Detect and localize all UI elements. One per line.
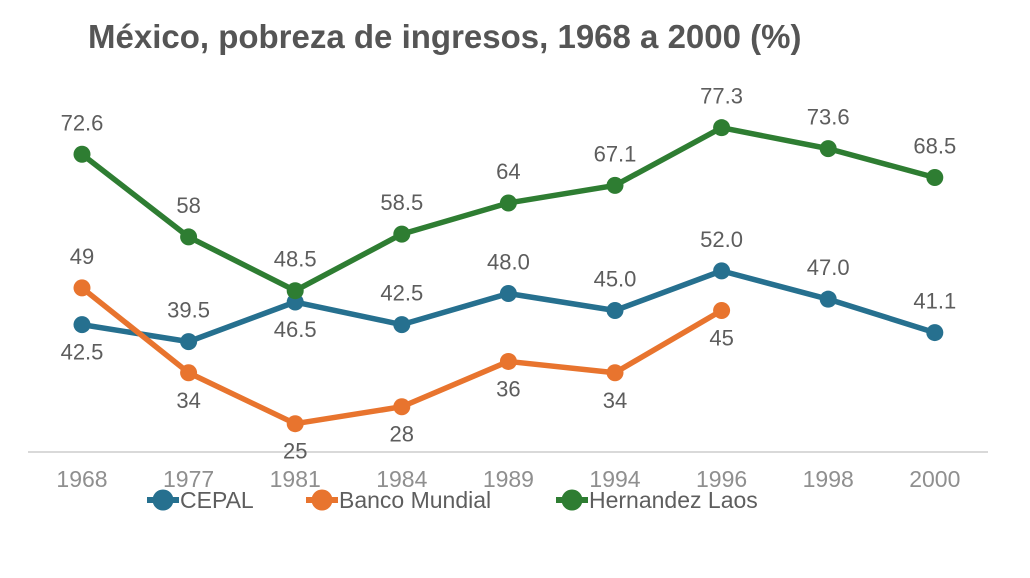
legend-item-banco-mundial[interactable]: Banco Mundial <box>306 487 491 513</box>
data-point-cepal-1977 <box>180 333 198 351</box>
legend-item-label: CEPAL <box>180 487 254 513</box>
data-point-hernandez-laos-2000 <box>926 168 944 186</box>
data-point-hernandez-laos-1994 <box>606 176 624 194</box>
x-tick-label-1998: 1998 <box>803 466 854 492</box>
legend-marker-icon <box>311 489 333 511</box>
data-label-cepal-2000: 41.1 <box>913 289 956 314</box>
x-tick-label-1981: 1981 <box>270 466 321 492</box>
x-tick-label-1984: 1984 <box>376 466 427 492</box>
legend-marker-icon <box>561 489 583 511</box>
data-point-banco-mundial-1984 <box>393 398 411 416</box>
x-tick-label-1977: 1977 <box>163 466 214 492</box>
legend-item-label: Hernandez Laos <box>589 487 758 513</box>
data-point-cepal-1994 <box>606 302 624 319</box>
data-label-cepal-1981: 46.5 <box>274 317 317 342</box>
data-label-cepal-1989: 48.0 <box>487 250 530 275</box>
data-label-hernandez-laos-2000: 68.5 <box>913 133 956 158</box>
data-point-hernandez-laos-1998 <box>819 140 837 158</box>
data-point-banco-mundial-1994 <box>606 364 624 382</box>
data-label-hernandez-laos-1977: 58 <box>176 193 200 218</box>
data-label-banco-mundial-1994: 34 <box>603 388 627 413</box>
data-label-cepal-1977: 39.5 <box>167 298 210 323</box>
x-tick-label-1968: 1968 <box>56 466 107 492</box>
data-label-hernandez-laos-1996: 77.3 <box>700 84 743 109</box>
data-label-cepal-1998: 47.0 <box>807 255 850 280</box>
data-label-hernandez-laos-1989: 64 <box>496 159 520 184</box>
data-point-cepal-1996 <box>713 262 731 280</box>
data-label-banco-mundial-1968: 49 <box>70 244 94 269</box>
data-point-hernandez-laos-1984 <box>393 225 411 243</box>
data-point-cepal-1989 <box>499 285 517 303</box>
data-label-banco-mundial-1996: 45 <box>709 326 733 351</box>
data-label-hernandez-laos-1994: 67.1 <box>594 141 637 166</box>
data-point-cepal-2000 <box>926 324 944 342</box>
legend-item-label: Banco Mundial <box>339 487 491 513</box>
x-tick-label-1996: 1996 <box>696 466 747 492</box>
data-label-hernandez-laos-1998: 73.6 <box>807 105 850 130</box>
x-tick-label-1989: 1989 <box>483 466 534 492</box>
data-point-hernandez-laos-1977 <box>180 228 198 246</box>
data-point-banco-mundial-1989 <box>499 352 517 370</box>
data-label-cepal-1994: 45.0 <box>594 267 637 292</box>
data-label-cepal-1996: 52.0 <box>700 227 743 252</box>
data-label-banco-mundial-1989: 36 <box>496 376 520 401</box>
legend-marker-icon <box>152 489 174 511</box>
data-point-cepal-1984 <box>393 316 411 334</box>
data-label-banco-mundial-1984: 28 <box>390 422 414 447</box>
data-point-cepal-1968 <box>73 316 91 334</box>
legend-item-hernandez-laos[interactable]: Hernandez Laos <box>556 487 758 513</box>
data-point-banco-mundial-1981 <box>286 415 304 433</box>
data-point-banco-mundial-1977 <box>180 364 198 382</box>
data-point-cepal-1998 <box>819 290 837 308</box>
data-label-banco-mundial-1977: 34 <box>176 388 200 413</box>
data-point-banco-mundial-1996 <box>713 302 731 319</box>
x-tick-label-1994: 1994 <box>589 466 640 492</box>
data-label-cepal-1968: 42.5 <box>61 340 104 365</box>
data-point-hernandez-laos-1981 <box>286 282 304 300</box>
x-tick-label-2000: 2000 <box>909 466 960 492</box>
data-label-cepal-1984: 42.5 <box>380 281 423 306</box>
data-label-hernandez-laos-1981: 48.5 <box>274 247 317 272</box>
data-label-banco-mundial-1981: 25 <box>283 439 307 464</box>
data-point-hernandez-laos-1996 <box>713 119 731 137</box>
data-label-hernandez-laos-1968: 72.6 <box>61 110 104 135</box>
data-point-hernandez-laos-1968 <box>73 145 91 163</box>
chart-title: México, pobreza de ingresos, 1968 a 2000… <box>88 18 802 55</box>
data-point-banco-mundial-1968 <box>73 279 91 297</box>
data-point-hernandez-laos-1989 <box>499 194 517 212</box>
data-label-hernandez-laos-1984: 58.5 <box>380 190 423 215</box>
legend-item-cepal[interactable]: CEPAL <box>147 487 254 513</box>
